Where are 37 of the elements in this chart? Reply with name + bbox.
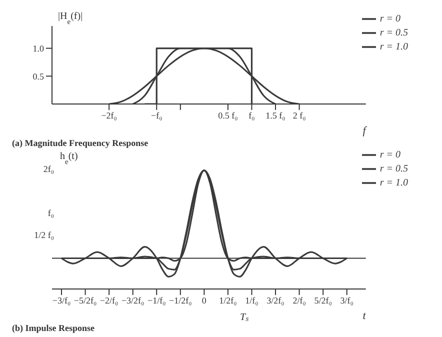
y-axis-title: |H$_{e}$(f)| (58, 11, 83, 26)
x-tick-label: −3/2f₀ (121, 295, 144, 306)
x-axis-title: t (362, 310, 367, 322)
legend-label: r = 0.5 (380, 163, 408, 174)
x-tick-label: 5/2f₀ (314, 295, 332, 306)
x-tick-label: 3/f₀ (340, 295, 354, 306)
legend-label: r = 1.0 (380, 41, 408, 52)
x-tick-label: f₀ (248, 110, 255, 120)
x-tick-label: 0.5 f₀ (218, 110, 238, 120)
text: Tₛ (240, 311, 249, 323)
annotation: 1/2 f₀ (34, 230, 54, 240)
x-tick-label: 0 (202, 295, 207, 306)
x-tick-label: 2 f₀ (292, 110, 306, 120)
x-tick-label: 1.5 f₀ (266, 110, 286, 120)
x-tick-label: −1/2f₀ (169, 295, 192, 306)
text: (a) Magnitude Frequency Response (12, 138, 150, 148)
x-tick-label: −3/f₀ (52, 295, 71, 306)
y-axis-title: h$_{e}$(t) (60, 151, 78, 166)
x-tick-label: 1/2f₀ (219, 295, 237, 306)
x-tick-label: −2f₀ (101, 110, 117, 120)
y-tick-label: 0.5 (32, 71, 44, 82)
x-tick-label: 3/2f₀ (266, 295, 284, 306)
legend-label: r = 0 (380, 149, 400, 160)
text: (b) Impulse Response (12, 323, 96, 333)
annotation: f₀ (48, 208, 54, 218)
annotation: 2f₀ (43, 164, 54, 174)
y-tick-label: 1.0 (32, 43, 44, 54)
x-tick-label: 1/f₀ (245, 295, 258, 306)
legend-label: r = 0.5 (380, 27, 408, 38)
x-tick-label: −2/f₀ (100, 295, 118, 306)
x-tick-label: 2/f₀ (292, 295, 306, 306)
x-tick-label: −5/2f₀ (74, 295, 97, 306)
legend-label: r = 0 (380, 13, 400, 24)
legend-label: r = 1.0 (380, 177, 408, 188)
x-axis-title: f (362, 125, 368, 137)
x-tick-label: −f₀ (151, 110, 162, 120)
x-tick-label: −1/f₀ (148, 295, 166, 306)
